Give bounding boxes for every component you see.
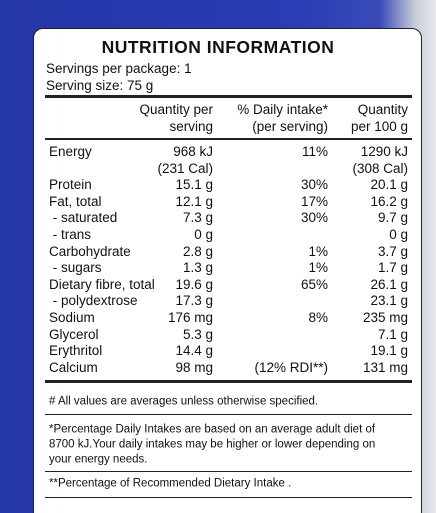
per-100g: 19.1 g xyxy=(370,343,408,359)
footnote: # All values are averages unless otherwi… xyxy=(49,395,319,408)
servings-per-package: Servings per package: 1 xyxy=(46,61,192,76)
per-100g: 131 mg xyxy=(362,359,408,375)
daily-intake: 17% xyxy=(300,193,328,209)
rule xyxy=(45,95,412,98)
per-serving: (231 Cal) xyxy=(157,160,213,176)
per-100g: 9.7 g xyxy=(377,210,408,226)
per-serving: 98 mg xyxy=(175,359,213,375)
nutrient-name: Erythritol xyxy=(49,343,103,359)
daily-intake: 1% xyxy=(308,260,328,276)
column-header: (per serving) xyxy=(252,119,328,134)
per-serving: 968 kJ xyxy=(173,144,213,159)
nutrient-name: - saturated xyxy=(49,210,118,226)
nutrient-name: Protein xyxy=(49,177,92,193)
nutrient-name: Fat, total xyxy=(49,193,102,209)
per-100g: 20.1 g xyxy=(370,177,408,193)
daily-intake: 30% xyxy=(300,177,328,193)
nutrient-name: Sodium xyxy=(49,310,95,325)
nutrient-name: Carbohydrate xyxy=(49,243,131,259)
per-100g: 1.7 g xyxy=(377,260,408,276)
daily-intake: 30% xyxy=(300,210,328,226)
daily-intake: 65% xyxy=(300,276,328,292)
per-100g: 16.2 g xyxy=(370,193,408,209)
per-serving: 5.3 g xyxy=(182,326,213,342)
label-panel xyxy=(33,28,422,513)
per-serving: 176 mg xyxy=(167,310,213,325)
nutrient-name: - trans xyxy=(49,227,92,242)
rule xyxy=(45,471,412,472)
footnote: your energy needs. xyxy=(49,453,148,466)
serving-size: Serving size: 75 g xyxy=(46,78,154,93)
nutrient-name: - sugars xyxy=(49,260,102,276)
column-header: Quantity xyxy=(357,102,408,117)
column-header: Quantity per xyxy=(139,102,213,117)
rule xyxy=(45,380,412,383)
per-100g: (308 Cal) xyxy=(352,160,408,176)
daily-intake: 8% xyxy=(308,310,328,325)
nutrient-name: Energy xyxy=(49,144,92,159)
per-100g: 7.1 g xyxy=(377,326,408,342)
footnote: *Percentage Daily Intakes are based on a… xyxy=(49,423,376,436)
column-header: % Daily intake* xyxy=(237,102,328,117)
rule xyxy=(45,138,412,140)
per-serving: 15.1 g xyxy=(175,177,213,193)
per-100g: 0 g xyxy=(389,227,408,242)
per-serving: 14.4 g xyxy=(175,343,213,359)
per-serving: 1.3 g xyxy=(182,260,213,276)
nutrient-name: Glycerol xyxy=(49,326,99,342)
per-serving: 17.3 g xyxy=(175,293,213,309)
daily-intake: 1% xyxy=(308,243,328,259)
per-serving: 2.8 g xyxy=(182,243,213,259)
column-header: serving xyxy=(169,119,213,134)
per-serving: 19.6 g xyxy=(175,276,213,292)
per-100g: 1290 kJ xyxy=(360,144,408,159)
nutrient-name: Calcium xyxy=(49,359,98,375)
per-serving: 0 g xyxy=(194,227,213,242)
per-100g: 26.1 g xyxy=(370,276,408,292)
footnote: 8700 kJ.Your daily intakes may be higher… xyxy=(49,438,376,451)
nutrient-name: Dietary fibre, total xyxy=(49,276,155,292)
per-100g: 235 mg xyxy=(362,310,408,325)
rule xyxy=(45,414,412,415)
per-serving: 7.3 g xyxy=(182,210,213,226)
title: NUTRITION INFORMATION xyxy=(101,37,335,57)
rule xyxy=(45,497,412,498)
column-header: per 100 g xyxy=(350,119,408,134)
daily-intake: 11% xyxy=(301,144,328,159)
nutrient-name: - polydextrose xyxy=(49,293,138,309)
per-100g: 3.7 g xyxy=(377,243,408,259)
per-100g: 23.1 g xyxy=(370,293,408,309)
footnote: **Percentage of Recommended Dietary Inta… xyxy=(49,477,292,490)
per-serving: 12.1 g xyxy=(175,193,213,209)
daily-intake: (12% RDI**) xyxy=(254,359,328,375)
